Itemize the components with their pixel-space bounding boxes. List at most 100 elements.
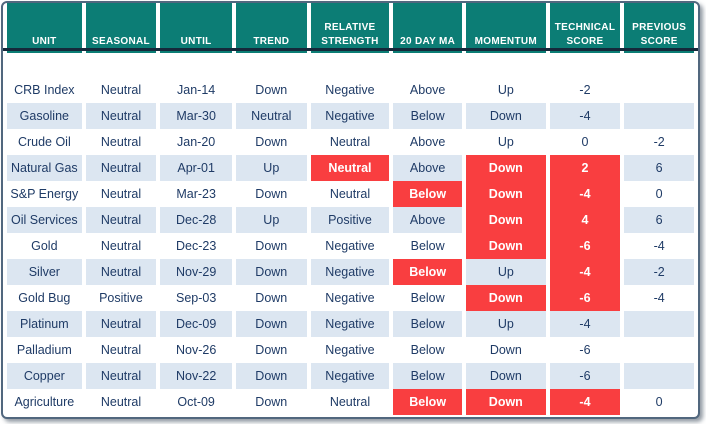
cell-previous_score: -2 [624, 259, 694, 285]
cell-ma20: Above [393, 77, 462, 103]
cell-previous_score: -4 [624, 285, 694, 311]
cell-unit: Crude Oil [7, 129, 82, 155]
cell-momentum: Down [465, 207, 546, 233]
cell-momentum: Up [465, 77, 546, 103]
cell-until: Mar-30 [160, 103, 232, 129]
cell-relative_strength: Negative [310, 103, 390, 129]
cell-previous_score: 0 [624, 389, 694, 415]
cell-seasonal: Neutral [85, 337, 157, 363]
cell-momentum: Up [465, 259, 546, 285]
cell-relative_strength: Negative [310, 77, 390, 103]
table-row: Gold Neutral Dec-23 Down Negative Below Down -6… [7, 233, 694, 259]
cell-technical_score: -4 [549, 311, 621, 337]
table-row: Gold Bug Positive Sep-03 Down Negative Below D… [7, 285, 694, 311]
cell-seasonal: Positive [85, 285, 157, 311]
cell-unit: Palladium [7, 337, 82, 363]
cell-technical_score: -2 [549, 77, 621, 103]
cell-trend: Down [235, 337, 307, 363]
cell-seasonal: Neutral [85, 207, 157, 233]
spacer-cell [7, 53, 694, 77]
cell-momentum: Down [465, 103, 546, 129]
table-row: Copper Neutral Nov-22 Down Negative Below Down… [7, 363, 694, 389]
table-row: Oil Services Neutral Dec-28 Up Positive Above… [7, 207, 694, 233]
cell-seasonal: Neutral [85, 363, 157, 389]
table-row: S&P Energy Neutral Mar-23 Down Neutral Below D… [7, 181, 694, 207]
table-row: Palladium Neutral Nov-26 Down Negative Below D… [7, 337, 694, 363]
cell-relative_strength: Negative [310, 285, 390, 311]
column-header-ma20: 20 DAY MA [393, 3, 462, 53]
header-row: UNIT SEASONAL UNTIL TREND RELATIVE STRENGTH 2… [7, 3, 694, 53]
cell-unit: Silver [7, 259, 82, 285]
cell-momentum: Down [465, 285, 546, 311]
cell-previous_score [624, 363, 694, 389]
cell-until: Mar-23 [160, 181, 232, 207]
cell-momentum: Up [465, 129, 546, 155]
cell-ma20: Below [393, 389, 462, 415]
cell-relative_strength: Negative [310, 363, 390, 389]
cell-previous_score [624, 311, 694, 337]
cell-trend: Down [235, 285, 307, 311]
cell-previous_score: 0 [624, 181, 694, 207]
cell-ma20: Below [393, 337, 462, 363]
column-header-momentum: MOMENTUM [465, 3, 546, 53]
column-header-seasonal: SEASONAL [85, 3, 157, 53]
cell-unit: Agriculture [7, 389, 82, 415]
cell-ma20: Above [393, 129, 462, 155]
cell-until: Jan-14 [160, 77, 232, 103]
header-divider-line [3, 48, 698, 51]
cell-relative_strength: Negative [310, 337, 390, 363]
cell-ma20: Above [393, 207, 462, 233]
cell-technical_score: -4 [549, 181, 621, 207]
table-row: Gasoline Neutral Mar-30 Neutral Negative Belo… [7, 103, 694, 129]
cell-previous_score: 6 [624, 155, 694, 181]
cell-unit: Gasoline [7, 103, 82, 129]
table-row: Silver Neutral Nov-29 Down Negative Below Up -4… [7, 259, 694, 285]
cell-momentum: Down [465, 363, 546, 389]
technical-score-table: UNIT SEASONAL UNTIL TREND RELATIVE STRENGTH 2… [3, 3, 698, 415]
cell-momentum: Down [465, 155, 546, 181]
column-header-unit: UNIT [7, 3, 82, 53]
spacer-row [7, 53, 694, 77]
cell-technical_score: 0 [549, 129, 621, 155]
cell-seasonal: Neutral [85, 129, 157, 155]
cell-ma20: Below [393, 363, 462, 389]
cell-unit: Gold [7, 233, 82, 259]
cell-until: Dec-28 [160, 207, 232, 233]
cell-relative_strength: Negative [310, 259, 390, 285]
cell-seasonal: Neutral [85, 259, 157, 285]
cell-trend: Down [235, 259, 307, 285]
cell-previous_score: 6 [624, 207, 694, 233]
cell-previous_score: -4 [624, 233, 694, 259]
cell-ma20: Below [393, 259, 462, 285]
cell-technical_score: -6 [549, 363, 621, 389]
cell-seasonal: Neutral [85, 181, 157, 207]
cell-unit: Copper [7, 363, 82, 389]
cell-unit: Gold Bug [7, 285, 82, 311]
cell-trend: Down [235, 363, 307, 389]
cell-relative_strength: Neutral [310, 129, 390, 155]
table-frame: UNIT SEASONAL UNTIL TREND RELATIVE STRENGTH 2… [1, 1, 700, 419]
table-row: Crude Oil Neutral Jan-20 Down Neutral Above Up… [7, 129, 694, 155]
cell-trend: Down [235, 233, 307, 259]
cell-technical_score: -6 [549, 233, 621, 259]
cell-until: Oct-09 [160, 389, 232, 415]
cell-until: Nov-22 [160, 363, 232, 389]
cell-unit: Oil Services [7, 207, 82, 233]
cell-until: Dec-09 [160, 311, 232, 337]
cell-unit: Platinum [7, 311, 82, 337]
cell-momentum: Down [465, 389, 546, 415]
cell-ma20: Below [393, 285, 462, 311]
cell-technical_score: -6 [549, 285, 621, 311]
cell-relative_strength: Neutral [310, 181, 390, 207]
cell-technical_score: -4 [549, 103, 621, 129]
cell-trend: Down [235, 129, 307, 155]
cell-trend: Down [235, 311, 307, 337]
cell-relative_strength: Neutral [310, 389, 390, 415]
cell-momentum: Down [465, 337, 546, 363]
cell-previous_score: -2 [624, 129, 694, 155]
cell-trend: Up [235, 155, 307, 181]
table-row: CRB Index Neutral Jan-14 Down Negative Above U… [7, 77, 694, 103]
cell-technical_score: -4 [549, 259, 621, 285]
cell-seasonal: Neutral [85, 311, 157, 337]
cell-unit: S&P Energy [7, 181, 82, 207]
